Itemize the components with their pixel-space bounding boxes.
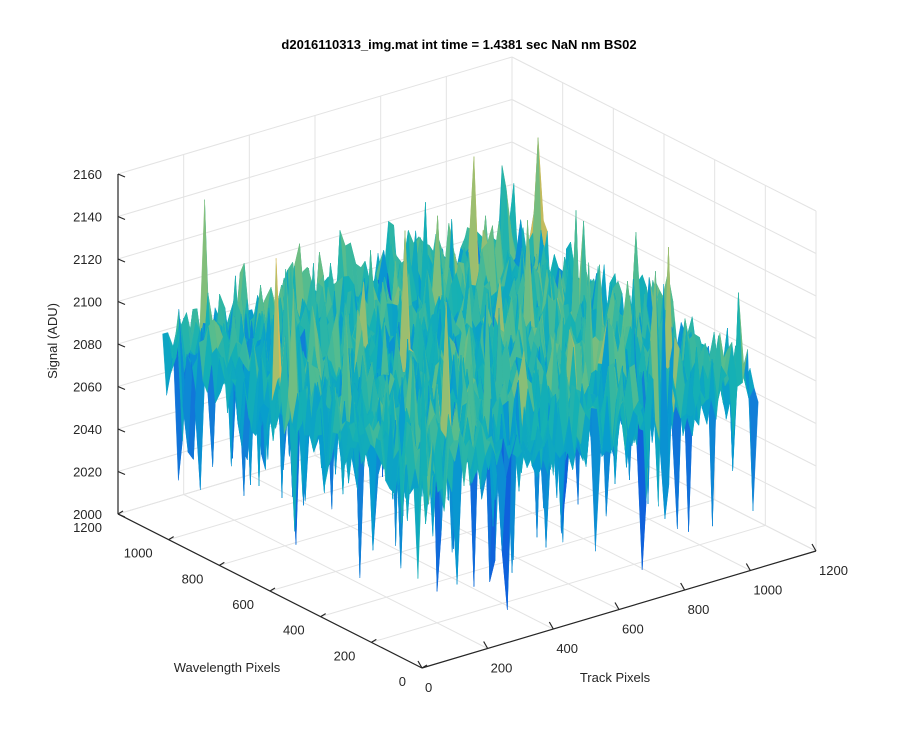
- z-tick-mark: [117, 173, 126, 178]
- x-tick-mark: [548, 621, 554, 630]
- side-wall-grid-line: [511, 56, 817, 212]
- y-tick-label: 400: [283, 623, 305, 638]
- z-tick-label: 2020: [73, 465, 102, 480]
- x-tick-mark: [614, 602, 620, 610]
- z-axis-label: Signal (ADU): [45, 303, 60, 379]
- side-wall-grid-line: [511, 141, 817, 297]
- z-tick-mark: [117, 513, 126, 518]
- x-tick-mark: [680, 582, 686, 591]
- y-tick-label: 1000: [124, 546, 153, 561]
- z-tick-label: 2120: [73, 252, 102, 267]
- y-tick-mark: [117, 510, 124, 515]
- back-wall-grid-line: [117, 56, 513, 175]
- x-tick-label: 600: [622, 622, 644, 637]
- z-tick-label: 2160: [73, 167, 102, 182]
- x-tick-label: 1000: [753, 583, 782, 598]
- y-tick-mark: [421, 664, 428, 669]
- y-tick-label: 0: [399, 674, 406, 689]
- x-tick-label: 800: [688, 602, 710, 617]
- y-axis-label: Wavelength Pixels: [174, 660, 281, 675]
- x-tick-label: 1200: [819, 563, 848, 578]
- z-tick-mark: [117, 258, 126, 263]
- y-tick-mark: [371, 638, 377, 643]
- z-tick-mark: [117, 428, 126, 433]
- z-tick-label: 2080: [73, 337, 102, 352]
- floor-grid-line: [320, 499, 715, 618]
- axes: [117, 173, 817, 669]
- back-wall-grid-line: [117, 141, 513, 260]
- z-tick-mark: [117, 385, 126, 391]
- z-tick-mark: [117, 343, 126, 348]
- x-tick-mark: [811, 543, 817, 552]
- y-tick-mark: [269, 587, 276, 592]
- side-wall-grid-line: [511, 184, 817, 339]
- surface-patch: [417, 356, 428, 579]
- y-tick-mark: [219, 561, 225, 566]
- z-tick-label: 2000: [73, 507, 102, 522]
- y-tick-mark: [320, 613, 326, 618]
- x-tick-mark: [483, 641, 489, 649]
- y-tick-label: 800: [182, 571, 204, 586]
- x-tick-label: 200: [491, 661, 513, 676]
- y-tick-label: 600: [232, 597, 254, 612]
- side-wall-grid-line: [511, 99, 817, 254]
- floor-grid-line: [371, 524, 766, 643]
- z-tick-mark: [117, 215, 126, 221]
- z-tick-label: 2040: [73, 422, 102, 437]
- z-tick-mark: [117, 470, 126, 476]
- back-wall-grid-line: [117, 184, 513, 302]
- z-tick-label: 2060: [73, 380, 102, 395]
- x-tick-mark: [417, 660, 423, 669]
- back-wall-grid-line: [117, 99, 513, 217]
- x-tick-mark: [745, 563, 751, 571]
- z-tick-label: 2100: [73, 295, 102, 310]
- x-tick-label: 400: [556, 641, 578, 656]
- x-tick-label: 0: [425, 680, 432, 695]
- x-axis-label: Track Pixels: [580, 670, 651, 685]
- chart-title: d2016110313_img.mat int time = 1.4381 se…: [281, 37, 636, 52]
- data-surface: [162, 137, 759, 610]
- z-tick-mark: [117, 300, 126, 306]
- surface-patch: [748, 387, 759, 512]
- y-tick-label: 200: [334, 648, 356, 663]
- y-tick-label: 1200: [73, 520, 102, 535]
- tick-labels: 0 200 400 600 800 1000 1200 0 200 400 600 800 1000 12…: [73, 167, 848, 695]
- z-tick-label: 2140: [73, 210, 102, 225]
- y-tick-mark: [168, 536, 174, 541]
